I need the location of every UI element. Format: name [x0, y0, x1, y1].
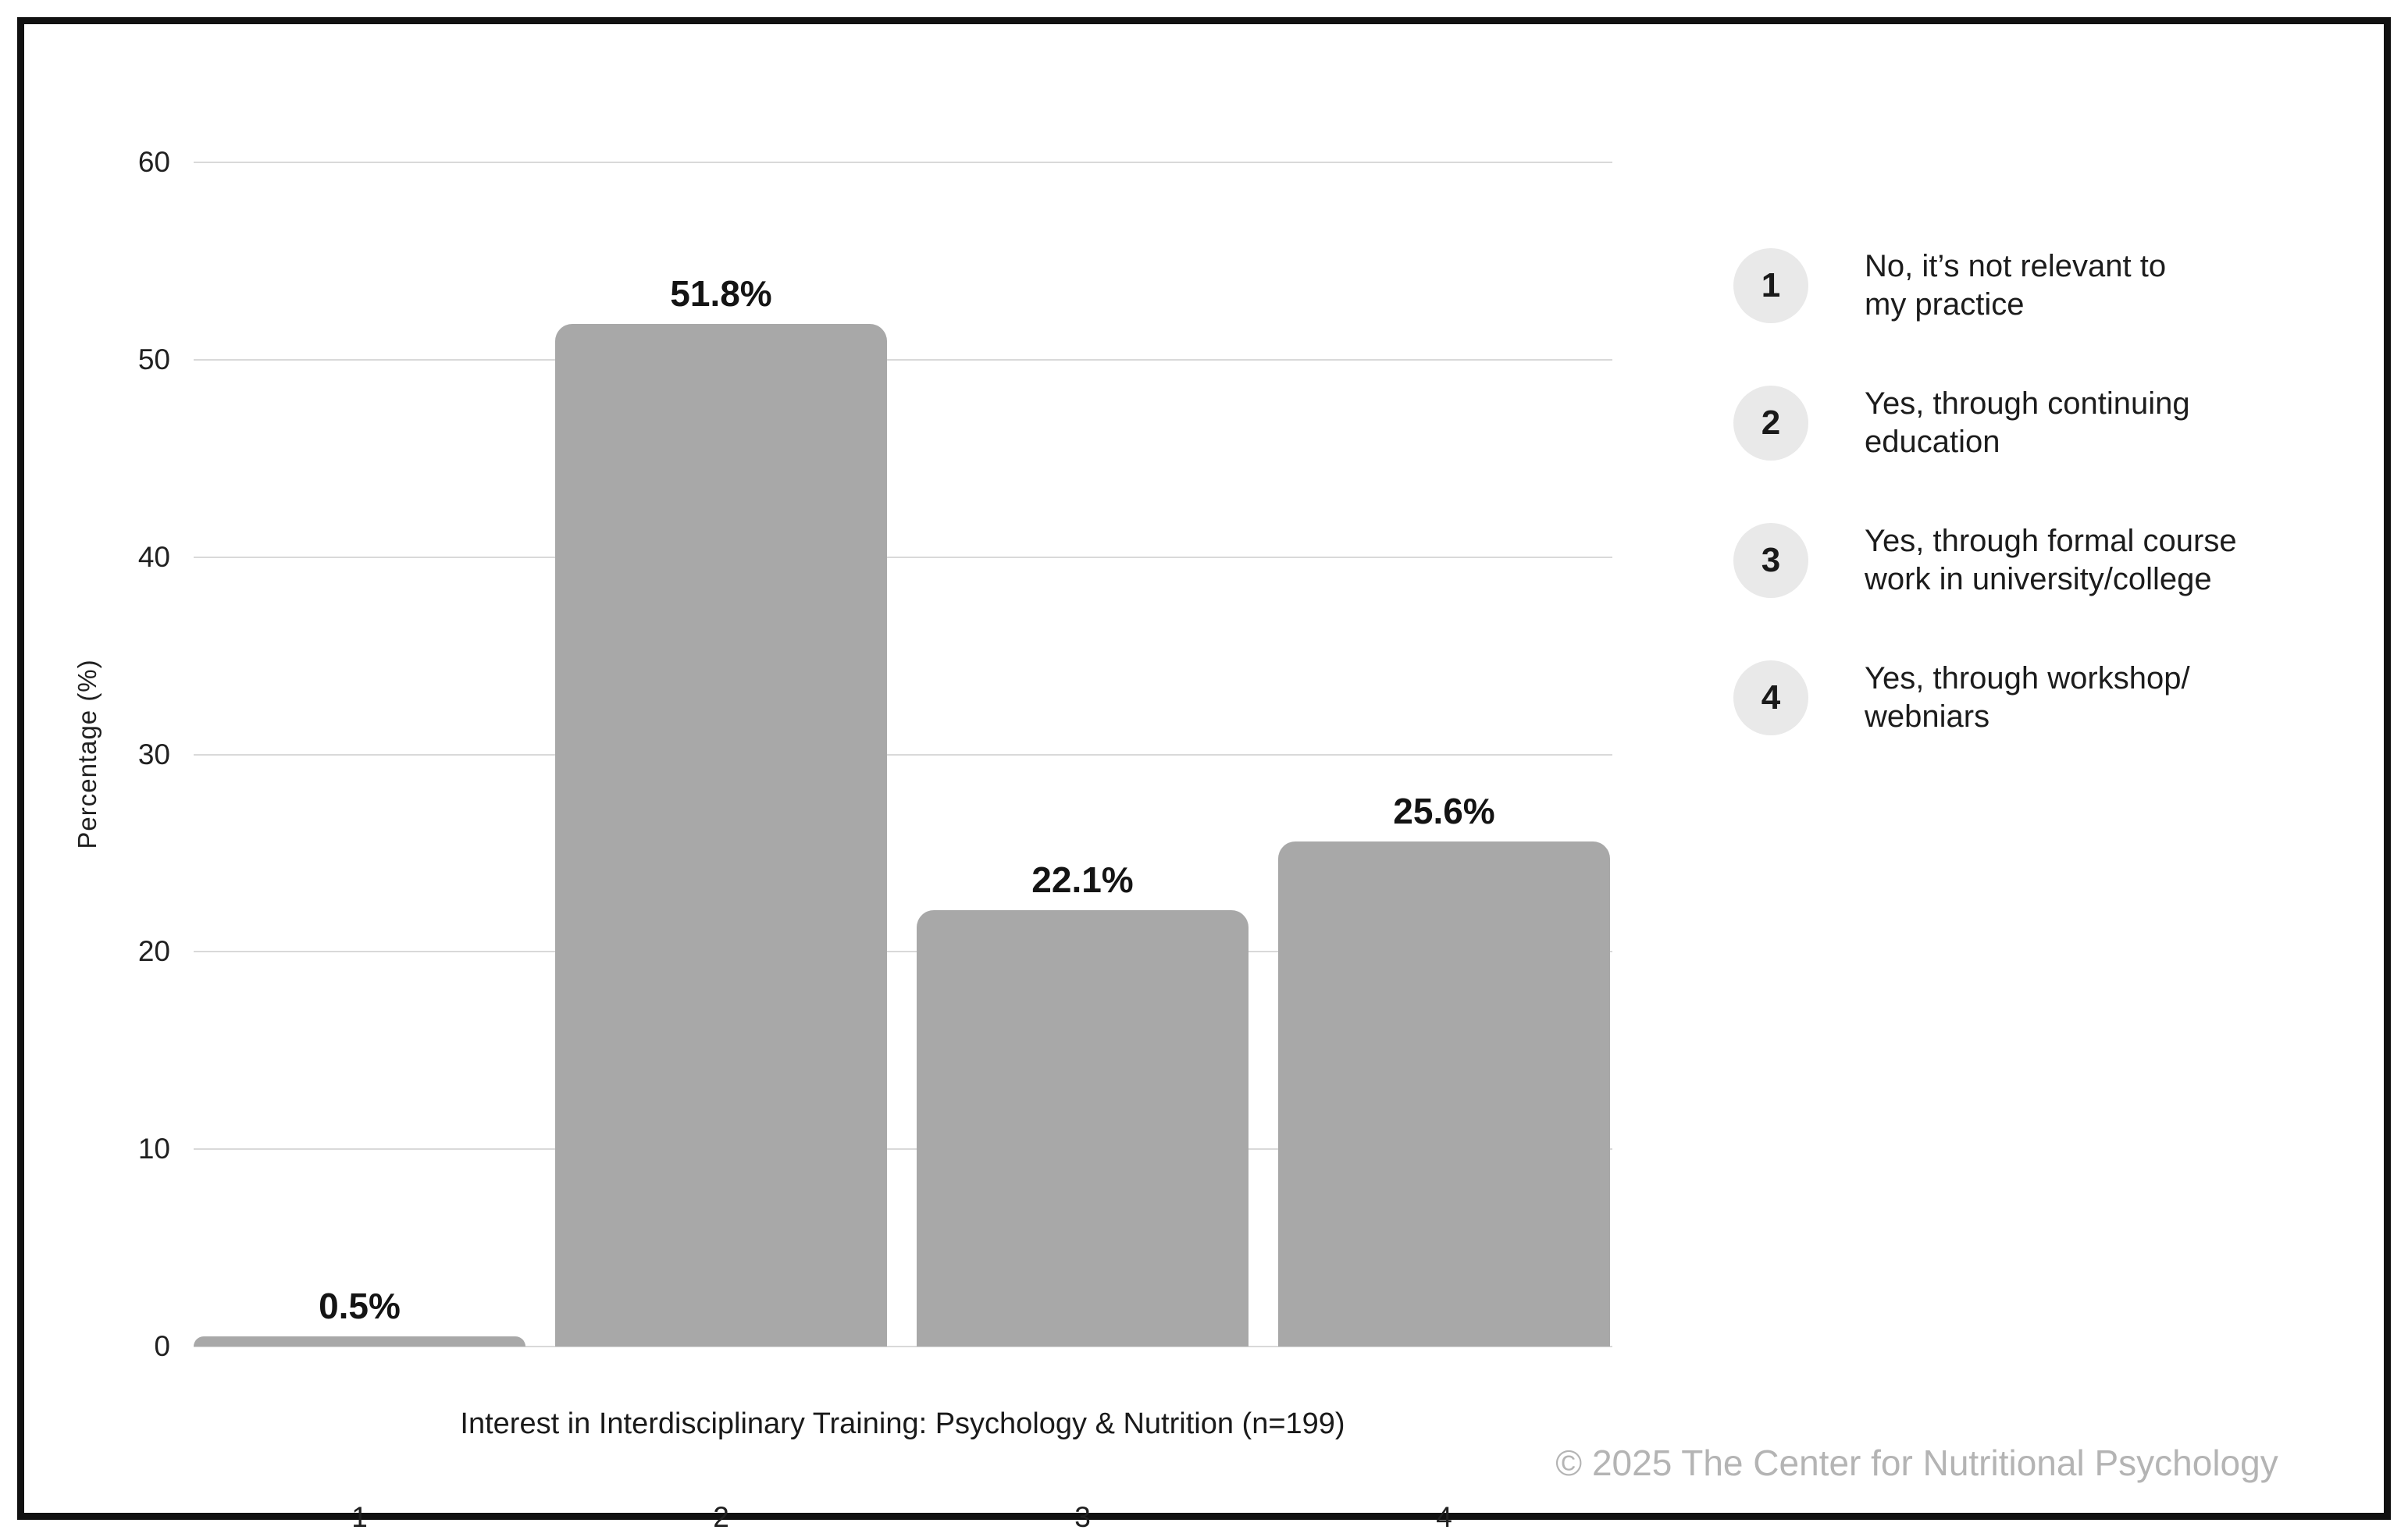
y-tick-label-40: 40: [137, 540, 170, 573]
y-tick-label-60: 60: [137, 146, 170, 178]
bar-value-label-3: 22.1%: [1031, 859, 1134, 901]
gridline-10: [194, 1148, 1612, 1151]
legend-item-4: 4 Yes, through workshop/ webniars: [1733, 660, 2190, 735]
legend-label-4: Yes, through workshop/ webniars: [1865, 661, 2190, 734]
bar-category-4: [1278, 841, 1610, 1347]
chart-frame: Percentage (%) 0 10 20 30 40 50 60 0.5% 51.8% 22…: [17, 17, 2391, 1533]
gridline-30: [194, 753, 1612, 756]
gridline-60: [194, 162, 1612, 163]
y-tick-label-10: 10: [137, 1133, 170, 1165]
y-tick-label-0: 0: [154, 1330, 170, 1362]
y-tick-label-50: 50: [137, 343, 170, 375]
plot-area: 0.5% 51.8% 22.1% 25.6% 1 2 3 4: [194, 162, 1612, 1533]
legend-marker-1: 1: [1733, 248, 1808, 323]
copyright-text: © 2025 The Center for Nutritional Psycho…: [1555, 1443, 2278, 1483]
x-tick-label-1: 1: [351, 1501, 368, 1533]
bar-value-label-2: 51.8%: [670, 273, 772, 315]
bar-category-2: [555, 324, 887, 1347]
x-tick-label-4: 4: [1436, 1501, 1452, 1533]
legend-marker-2: 2: [1733, 386, 1808, 461]
legend-marker-3: 3: [1733, 523, 1808, 598]
gridline-40: [194, 556, 1612, 558]
bar-value-label-1: 0.5%: [319, 1286, 401, 1327]
y-tick-label-30: 30: [137, 738, 170, 770]
bar-value-label-4: 25.6%: [1393, 790, 1495, 831]
gridline-20: [194, 951, 1612, 953]
x-tick-label-3: 3: [1074, 1501, 1091, 1533]
gridline-50: [194, 358, 1612, 361]
x-tick-label-2: 2: [713, 1501, 729, 1533]
y-tick-label-20: 20: [137, 935, 170, 968]
legend-item-1: 1 No, it’s not relevant to my practice: [1733, 248, 2166, 323]
legend-item-3: 3 Yes, through formal course work in univ…: [1733, 523, 2237, 598]
legend-label-3: Yes, through formal course work in unive…: [1865, 524, 2237, 596]
bar-category-1: [194, 1336, 525, 1347]
gridline-0: [194, 1346, 1612, 1347]
bar-category-3: [917, 910, 1249, 1347]
legend-item-2: 2 Yes, through continuing education: [1733, 386, 2190, 461]
legend-label-2: Yes, through continuing education: [1865, 386, 2190, 459]
legend-label-1: No, it’s not relevant to my practice: [1865, 249, 2167, 322]
legend-marker-4: 4: [1733, 660, 1808, 735]
x-axis-title: Interest in Interdisciplinary Training: …: [460, 1407, 1345, 1440]
